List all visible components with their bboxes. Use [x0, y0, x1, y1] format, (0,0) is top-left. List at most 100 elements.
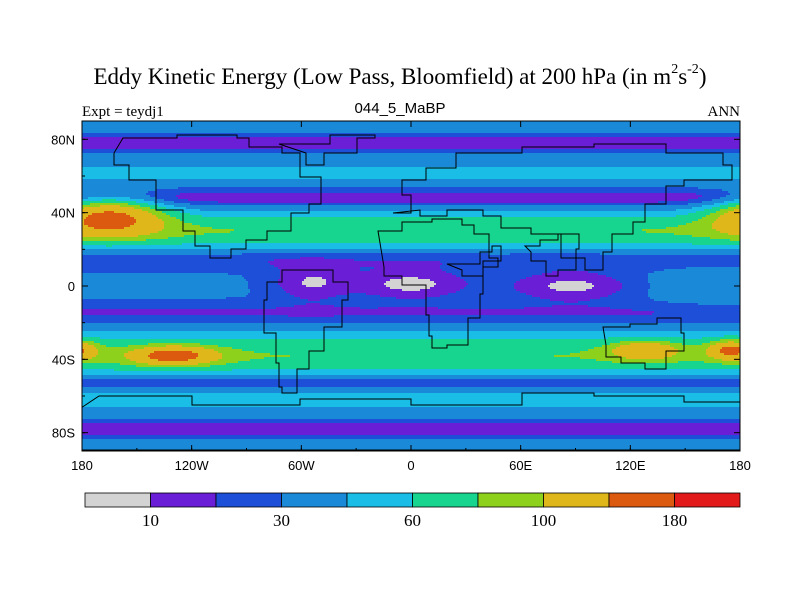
field-cell — [88, 331, 91, 338]
field-cell — [210, 331, 213, 340]
field-cell — [84, 439, 87, 451]
field-cell — [86, 245, 89, 250]
field-cell — [154, 365, 157, 368]
field-cell — [130, 351, 133, 362]
field-cell — [100, 249, 103, 256]
field-cell — [110, 435, 113, 440]
field-cell — [216, 393, 219, 408]
field-cell — [146, 273, 149, 300]
field-cell — [142, 423, 145, 436]
field-cell — [212, 375, 215, 380]
field-cell — [94, 213, 97, 230]
field-cell — [180, 299, 183, 310]
field-cell — [184, 315, 187, 324]
field-cell — [218, 439, 221, 451]
field-cell — [136, 339, 139, 346]
field-cell — [166, 339, 169, 344]
field-cell — [118, 439, 121, 451]
field-cell — [206, 137, 209, 150]
field-cell — [156, 387, 159, 394]
field-cell — [116, 205, 119, 214]
field-cell — [178, 365, 181, 368]
field-cell — [210, 435, 213, 440]
field-cell — [88, 179, 91, 198]
field-cell — [108, 205, 111, 212]
field-cell — [194, 353, 197, 360]
field-cell — [172, 393, 175, 408]
field-cell — [140, 241, 143, 246]
field-cell — [186, 235, 189, 244]
field-cell — [136, 203, 139, 206]
field-cell — [82, 363, 85, 370]
field-cell — [108, 315, 111, 324]
field-cell — [162, 347, 165, 352]
field-cell — [102, 203, 105, 206]
field-cell — [140, 387, 143, 394]
field-cell — [152, 371, 155, 376]
field-cell — [158, 343, 161, 348]
field-cell — [120, 201, 123, 204]
field-cell — [172, 255, 175, 274]
field-cell — [184, 223, 187, 236]
field-cell — [84, 315, 87, 324]
field-cell — [92, 423, 95, 436]
field-cell — [156, 167, 159, 180]
field-cell — [154, 347, 157, 352]
field-cell — [178, 211, 181, 220]
field-cell — [218, 249, 221, 256]
field-cell — [198, 435, 201, 440]
field-cell — [174, 121, 177, 134]
field-cell — [102, 199, 105, 204]
field-cell — [112, 137, 115, 150]
field-cell — [220, 193, 223, 204]
field-cell — [108, 375, 111, 380]
field-cell — [164, 255, 167, 274]
field-cell — [200, 345, 203, 348]
field-cell — [138, 205, 141, 210]
field-cell — [194, 379, 197, 388]
field-cell — [148, 379, 151, 388]
field-cell — [174, 167, 177, 180]
field-cell — [86, 331, 89, 338]
field-cell — [170, 255, 173, 274]
field-cell — [192, 419, 195, 424]
field-cell — [132, 339, 135, 346]
field-cell — [148, 153, 151, 168]
field-cell — [176, 189, 179, 196]
field-cell — [108, 197, 111, 200]
field-cell — [152, 323, 155, 332]
field-cell — [144, 249, 147, 256]
field-cell — [178, 199, 181, 204]
field-cell — [164, 249, 167, 256]
field-cell — [142, 345, 145, 350]
field-cell — [130, 199, 133, 202]
field-cell — [86, 323, 89, 332]
field-cell — [140, 349, 143, 364]
field-cell — [134, 241, 137, 246]
field-cell — [172, 407, 175, 420]
field-cell — [136, 209, 139, 238]
field-cell — [86, 153, 89, 168]
field-cell — [118, 423, 121, 436]
field-cell — [128, 149, 131, 154]
field-cell — [216, 179, 219, 188]
field-cell — [164, 343, 167, 348]
field-cell — [160, 273, 163, 300]
field-cell — [110, 197, 113, 200]
field-cell — [204, 153, 207, 168]
field-cell — [94, 435, 97, 440]
field-cell — [162, 361, 165, 366]
field-cell — [118, 229, 121, 238]
field-cell — [124, 365, 127, 372]
field-cell — [202, 235, 205, 244]
field-cell — [208, 273, 211, 300]
field-cell — [116, 153, 119, 168]
field-cell — [110, 407, 113, 420]
field-cell — [126, 227, 129, 238]
field-cell — [176, 419, 179, 424]
field-cell — [172, 367, 175, 372]
field-cell — [120, 207, 123, 214]
field-cell — [162, 221, 165, 230]
field-cell — [184, 387, 187, 394]
field-cell — [194, 407, 197, 420]
